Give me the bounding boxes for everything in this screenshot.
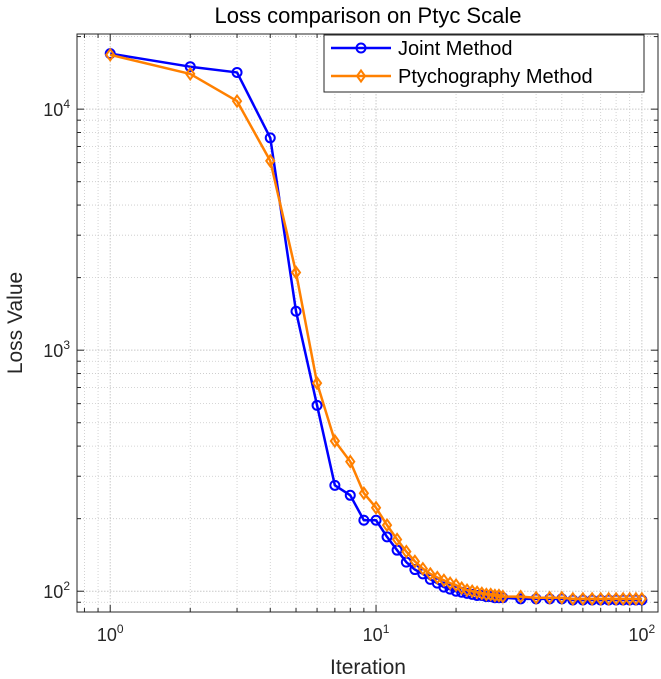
data-point-ptychography xyxy=(595,591,606,607)
data-point-ptychography xyxy=(265,153,276,169)
data-point-ptychography xyxy=(370,500,382,515)
data-point-ptychography xyxy=(450,577,462,593)
legend-entry-joint: Joint Method xyxy=(331,38,513,60)
data-point-ptychography xyxy=(345,454,356,469)
data-point-ptychography xyxy=(567,591,579,607)
x-tick-label: 100 xyxy=(97,622,124,645)
data-point-ptychography xyxy=(417,561,429,576)
data-point-joint xyxy=(370,514,382,526)
data-point-joint xyxy=(184,61,196,73)
data-point-ptychography xyxy=(636,591,648,607)
y-axis-label: Loss Value xyxy=(4,272,27,374)
legend-label-joint: Joint Method xyxy=(398,38,513,60)
data-point-ptychography xyxy=(290,265,302,280)
legend-entry-ptychography: Ptychography Method xyxy=(331,66,593,88)
series-ptychography xyxy=(104,47,648,607)
data-point-ptychography xyxy=(603,591,614,607)
data-point-joint xyxy=(329,479,341,491)
legend-marker-joint xyxy=(355,42,367,54)
data-point-ptychography xyxy=(586,591,598,607)
data-point-ptychography xyxy=(610,591,622,607)
data-point-ptychography xyxy=(497,589,509,604)
data-point-ptychography xyxy=(515,589,526,604)
legend-label-ptychography: Ptychography Method xyxy=(398,66,593,88)
legend: Joint Method Ptychography Method xyxy=(323,34,645,93)
data-point-ptychography xyxy=(329,433,341,449)
y-tick-label: 103 xyxy=(43,338,70,361)
x-tick-label: 102 xyxy=(629,622,656,645)
data-point-ptychography xyxy=(530,590,542,605)
data-point-ptychography xyxy=(401,544,412,559)
data-point-ptychography xyxy=(311,375,323,391)
data-point-ptychography xyxy=(617,591,629,607)
y-tick-label: 102 xyxy=(43,579,70,602)
series-layer xyxy=(104,47,648,607)
data-point-ptychography xyxy=(104,47,116,63)
plot-area-border xyxy=(76,33,659,613)
data-point-ptychography xyxy=(456,580,467,596)
data-point-ptychography xyxy=(184,66,196,82)
data-point-ptychography xyxy=(432,570,443,585)
y-tick-label: 104 xyxy=(43,97,70,120)
x-tick-label: 101 xyxy=(363,622,390,645)
data-point-ptychography xyxy=(556,590,568,605)
legend-box xyxy=(323,34,645,93)
data-point-ptychography xyxy=(391,532,403,547)
data-point-ptychography xyxy=(425,566,436,582)
data-point-ptychography xyxy=(577,591,589,607)
data-point-ptychography xyxy=(544,590,555,605)
legend-marker-ptychography xyxy=(355,68,367,84)
data-point-joint xyxy=(344,489,356,501)
data-point-joint xyxy=(290,305,302,317)
data-point-joint xyxy=(311,399,323,411)
data-point-joint xyxy=(381,531,393,543)
data-point-joint xyxy=(358,514,370,526)
grid xyxy=(77,34,658,612)
data-point-ptychography xyxy=(444,575,456,591)
x-axis-label: Iteration xyxy=(330,656,406,679)
data-point-ptychography xyxy=(489,588,501,603)
chart-title: Loss comparison on Ptyc Scale xyxy=(215,3,522,28)
data-point-ptychography xyxy=(381,517,393,533)
data-point-ptychography xyxy=(231,93,243,109)
data-point-joint xyxy=(264,132,276,144)
data-point-ptychography xyxy=(438,573,450,588)
data-point-ptychography xyxy=(358,486,370,501)
data-point-ptychography xyxy=(409,554,421,569)
data-point-joint xyxy=(231,66,243,78)
